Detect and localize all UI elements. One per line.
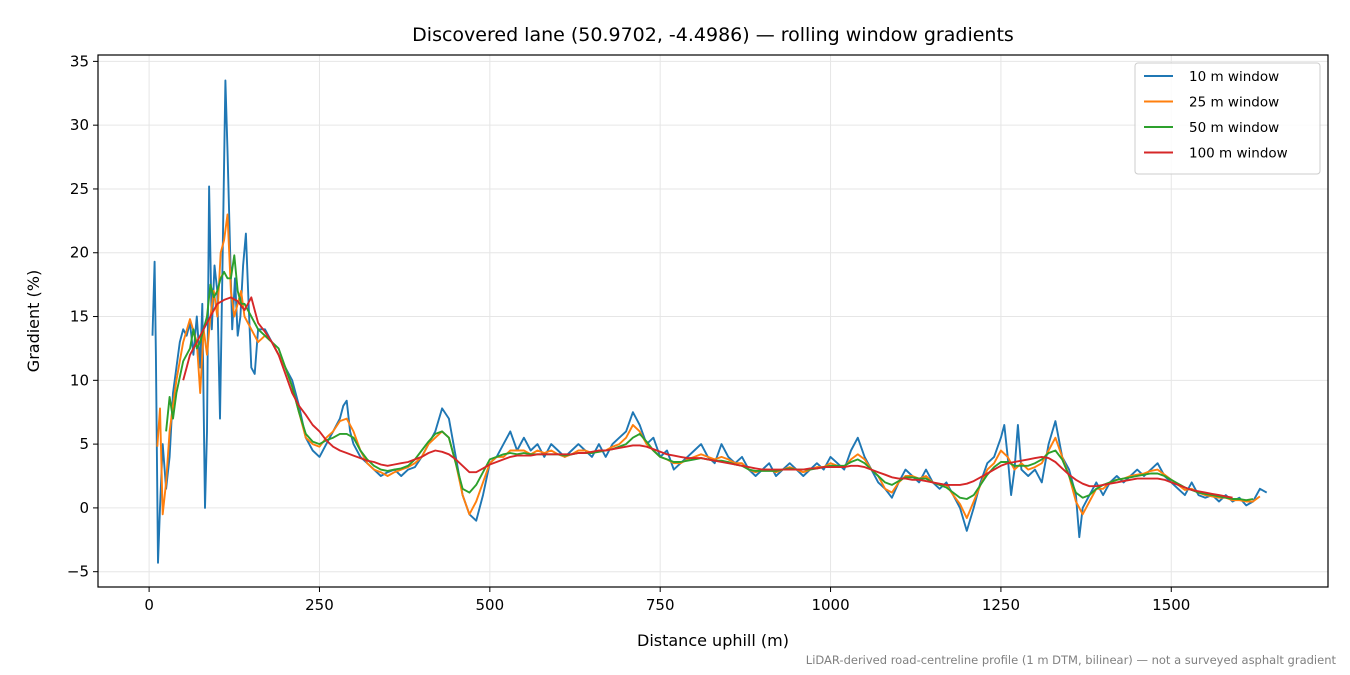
y-tick-label: 30 (70, 116, 89, 134)
plot-lines (151, 79, 1268, 564)
series-line-1 (151, 79, 1268, 564)
x-tick-label: 750 (646, 596, 675, 614)
y-tick-label: −5 (67, 563, 89, 581)
x-tick-label: 1000 (811, 596, 849, 614)
x-axis-label: Distance uphill (m) (637, 631, 789, 650)
x-tick-label: 250 (305, 596, 334, 614)
y-tick-label: 20 (70, 244, 89, 262)
x-tick-label: 0 (144, 596, 154, 614)
legend-label: 100 m window (1189, 146, 1288, 162)
x-tick-label: 1250 (982, 596, 1020, 614)
series-line-3 (165, 254, 1254, 502)
x-tick-label: 500 (476, 596, 505, 614)
y-tick-label: 5 (79, 435, 89, 453)
legend-box (1134, 62, 1321, 175)
ticks: 0 250 500 750 1000 1250 1500 −5 0 5 10 15 20 25 30 35 (67, 52, 1190, 614)
y-tick-label: 10 (70, 371, 89, 389)
chart-title: Discovered lane (50.9702, -4.4986) — rol… (412, 24, 1014, 46)
legend-label: 25 m window (1189, 95, 1279, 111)
y-tick-label: 35 (70, 52, 89, 70)
y-tick-label: 0 (79, 499, 89, 517)
x-tick-label: 1500 (1152, 596, 1190, 614)
y-tick-label: 25 (70, 180, 89, 198)
grid (98, 55, 1328, 587)
legend: 10 m window 25 m window 50 m window 100 m w… (1134, 62, 1321, 175)
legend-label: 50 m window (1189, 120, 1279, 136)
series-line-4 (182, 296, 1233, 499)
legend-label: 10 m window (1189, 69, 1279, 85)
plot-frame (97, 54, 1329, 588)
y-axis-label: Gradient (%) (24, 270, 43, 372)
y-tick-label: 15 (70, 308, 89, 326)
footnote: LiDAR-derived road-centreline profile (1… (806, 653, 1337, 667)
